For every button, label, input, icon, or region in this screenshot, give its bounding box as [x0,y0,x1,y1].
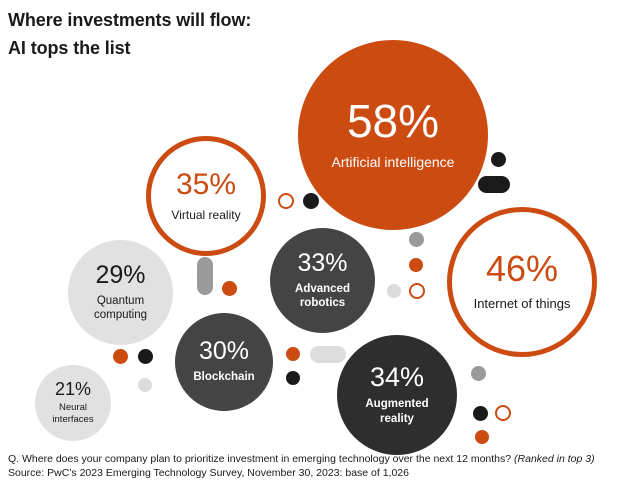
bubble-label-line-1: Augmented [365,398,429,411]
decorative-dot [471,366,486,381]
decorative-pill [310,346,346,363]
decorative-dot [138,349,153,364]
decorative-dot [491,152,506,167]
decorative-dot [286,371,300,385]
decorative-ring [495,405,511,421]
bubble-advanced-robotics: 33% Advanced robotics [270,228,375,333]
survey-question-note: (Ranked in top 3) [514,453,595,465]
bubble-augmented-reality: 34% Augmented reality [337,335,457,455]
bubble-blockchain: 30% Blockchain [175,313,273,411]
bubble-virtual-reality: 35% Virtual reality [146,136,266,256]
decorative-dot [473,406,488,421]
source-note: Source: PwC’s 2023 Emerging Technology S… [8,467,409,479]
bubble-label-line-2: reality [380,412,414,425]
chart-title: Where investments will flow: AI tops the… [8,6,348,62]
bubble-value: 29% [95,260,146,289]
bubble-label-line-2: computing [93,309,148,321]
decorative-dot [409,232,424,247]
decorative-dot [409,258,423,272]
bubble-value: 21% [54,379,92,400]
bubble-value: 30% [198,337,250,366]
bubble-artificial-intelligence: 58% Artificial intelligence [298,40,488,230]
bubble-quantum-computing: 29% Quantum computing [68,240,173,345]
bubble-label-line-1: Advanced [295,282,350,295]
bubble-label: Internet of things [473,296,571,312]
bubble-neural-interfaces: 21% Neural interfaces [35,365,111,441]
decorative-dot [113,349,128,364]
bubble-label: Quantum computing [94,294,147,323]
bubble-label: Advanced robotics [295,282,350,311]
bubble-label-line-2: robotics [299,297,346,309]
decorative-dot [303,193,319,209]
bubble-value: 46% [485,248,559,290]
bubble-label: Virtual reality [171,207,241,222]
chart-footer: Q. Where does your company plan to prior… [8,452,618,480]
decorative-dot [387,284,401,298]
bubble-label: Neural interfaces [52,402,93,426]
bubble-value: 58% [346,95,440,148]
bubble-label-line-1: Neural [59,402,87,414]
decorative-dot [286,347,300,361]
decorative-ring [278,193,294,209]
decorative-dot [138,378,152,392]
bubble-internet-of-things: 46% Internet of things [447,207,597,357]
decorative-ring [409,283,425,299]
bubble-label: Blockchain [193,371,255,384]
bubble-label-line-2: interfaces [52,414,94,425]
decorative-dot [475,430,489,444]
decorative-dot [222,281,237,296]
bubble-label: Artificial intelligence [331,154,455,171]
decorative-pill [478,176,510,193]
survey-question: Q. Where does your company plan to prior… [8,452,618,466]
survey-question-text: Q. Where does your company plan to prior… [8,453,512,465]
bubble-value: 34% [369,362,425,393]
bubble-label: Augmented reality [365,397,428,426]
decorative-pill [197,257,213,295]
chart-title-line-2: AI tops the list [8,38,131,58]
chart-title-line-1: Where investments will flow: [8,10,252,30]
bubble-value: 33% [297,248,348,277]
bubble-label-line-1: Quantum [96,294,145,307]
bubble-value: 35% [175,167,237,201]
